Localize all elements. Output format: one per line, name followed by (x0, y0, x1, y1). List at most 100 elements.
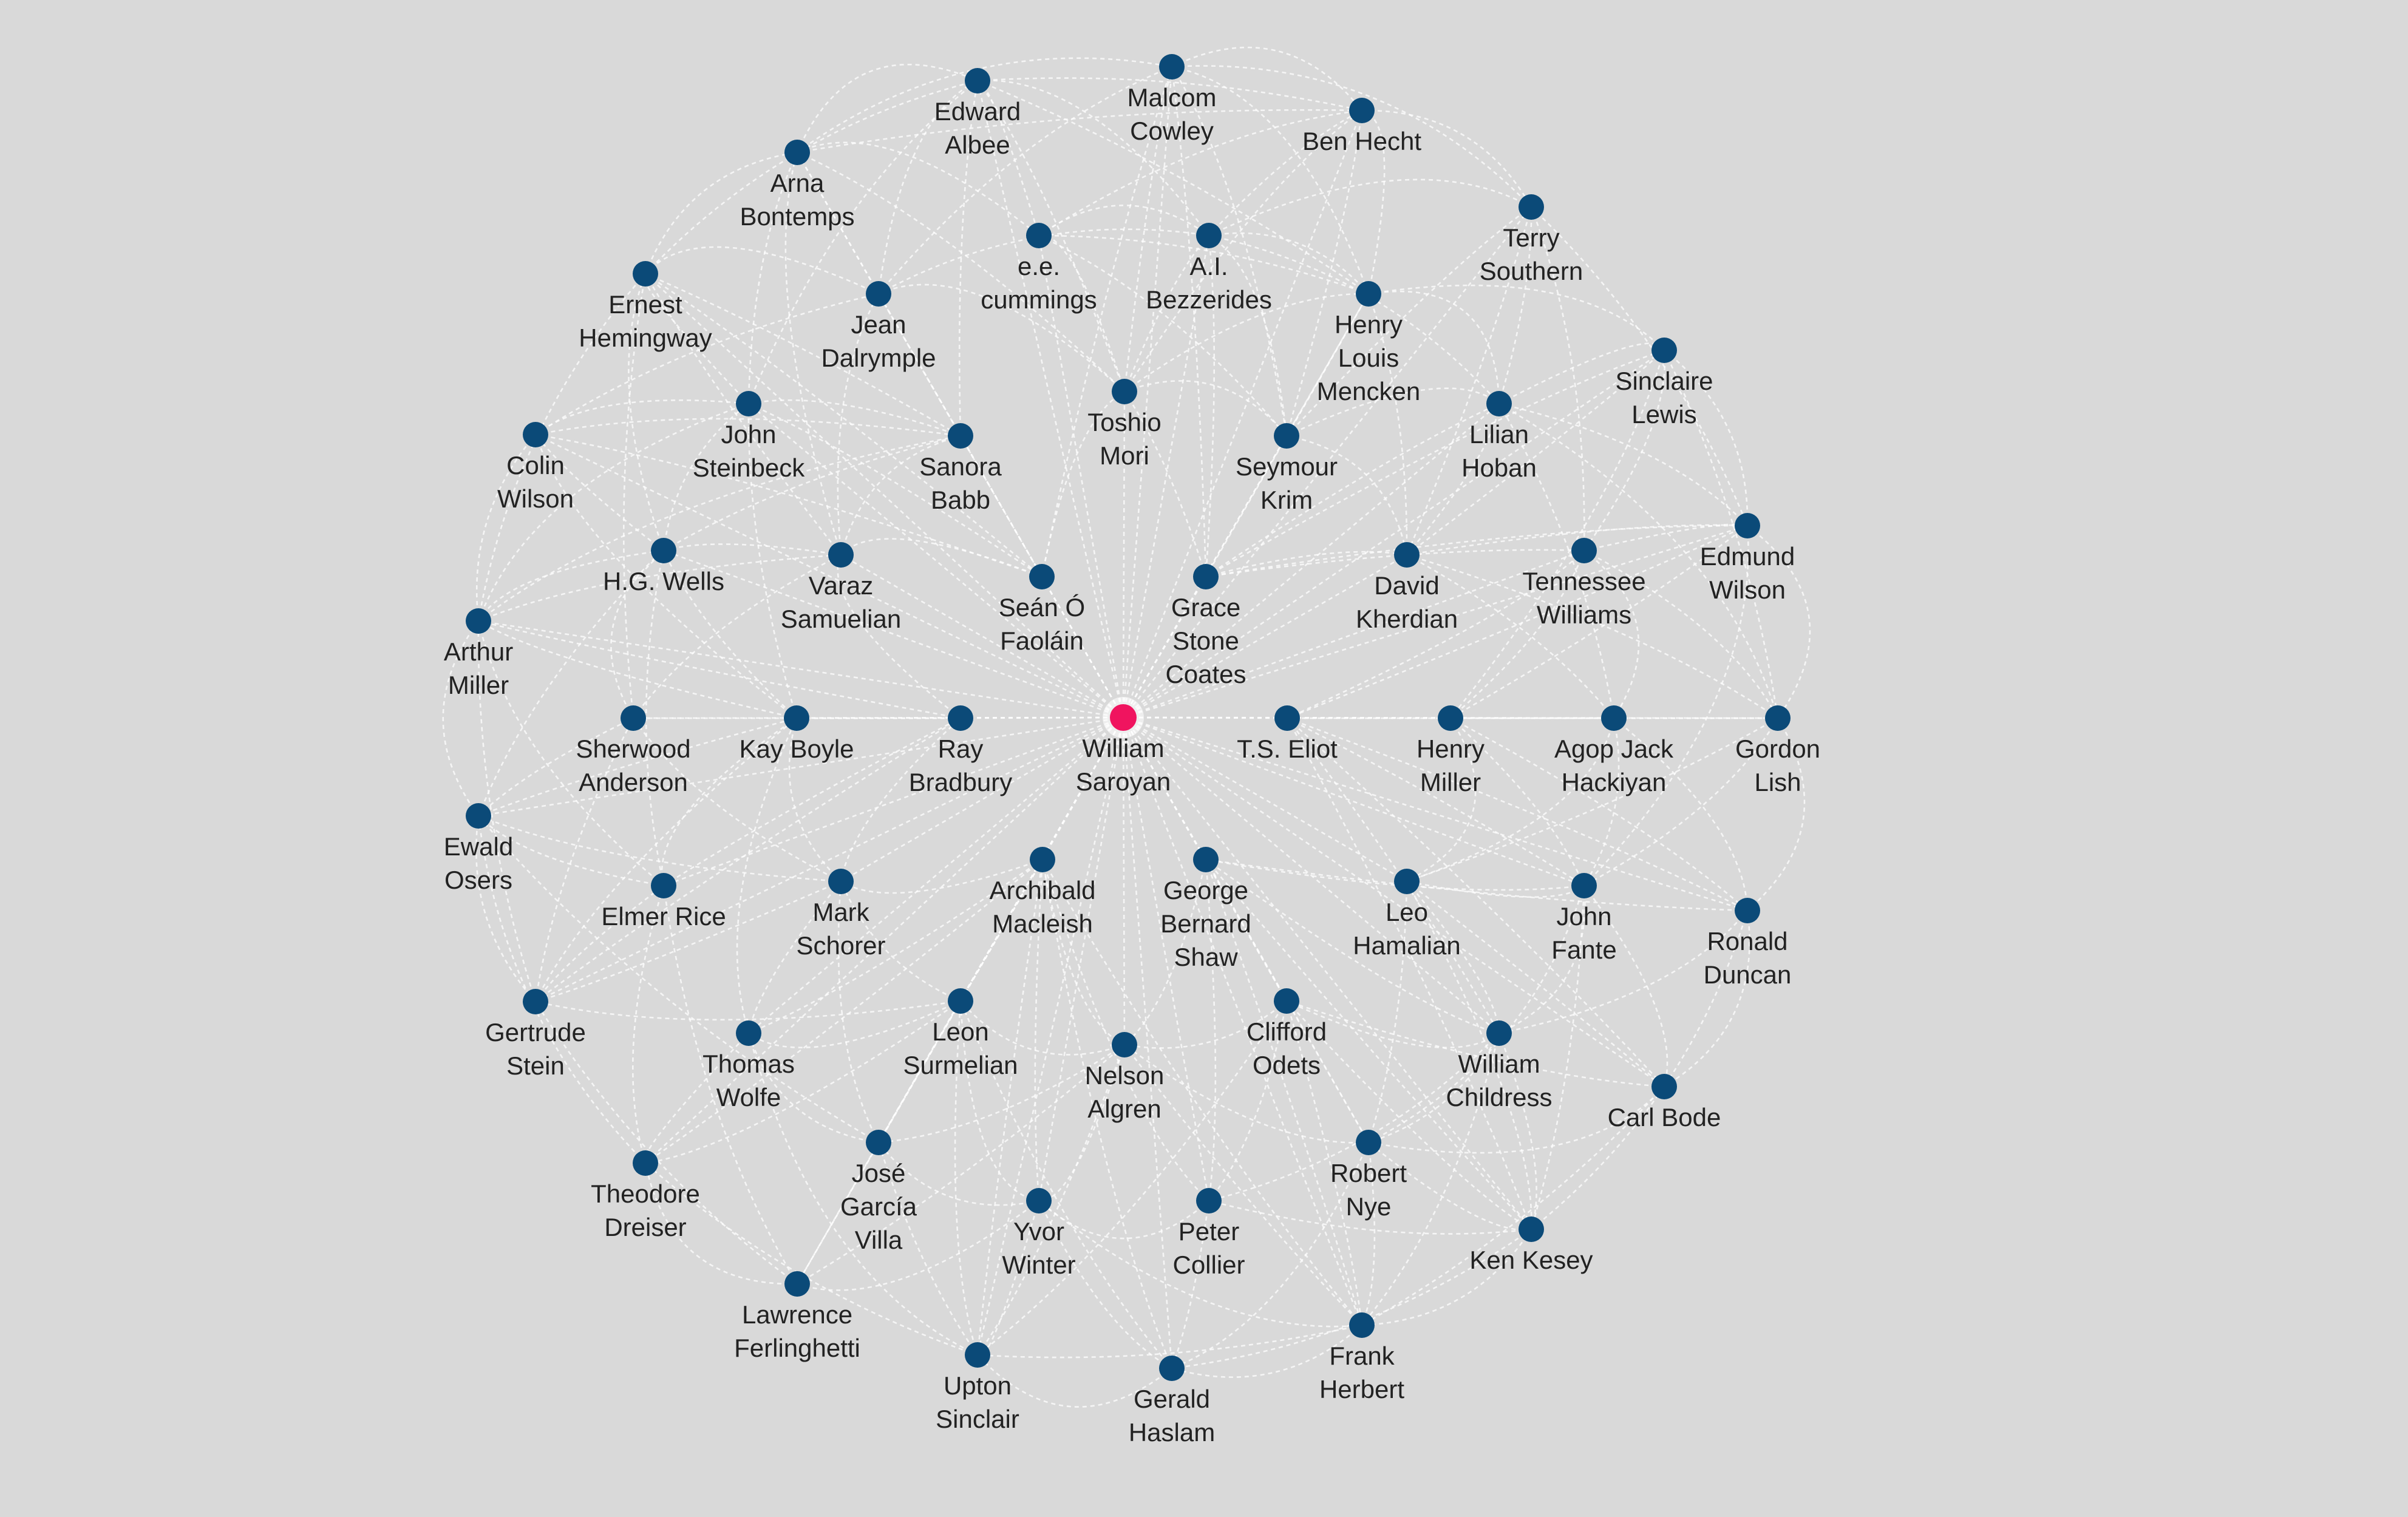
edge-mc-ts (1171, 65, 1532, 208)
label-rn-line-2: Nye (1346, 1192, 1392, 1221)
node-cw[interactable] (523, 422, 548, 447)
node-ls[interactable] (948, 988, 973, 1014)
label-sof-line-2: Faoláin (1000, 626, 1084, 655)
node-ew[interactable] (1735, 513, 1760, 538)
node-jd[interactable] (866, 281, 891, 307)
label-ajh-line-2: Hackiyan (1562, 768, 1667, 796)
node-ab[interactable] (784, 140, 810, 165)
edge-rd-gbs (1205, 858, 1748, 912)
edge-ew-hm (1450, 524, 1748, 719)
node-tm[interactable] (1112, 379, 1137, 404)
edge-rn-na (1124, 1044, 1369, 1144)
edge-hlm-sl (1368, 284, 1665, 351)
node-eh[interactable] (633, 261, 658, 287)
node-sof[interactable] (1029, 564, 1055, 589)
edge-yw-jgv (877, 1142, 1039, 1206)
node-amac[interactable] (1030, 847, 1055, 872)
edge-ws-kk (1122, 717, 1532, 1230)
node-gbs[interactable] (1193, 847, 1219, 872)
node-sb[interactable] (948, 423, 973, 449)
edge-tm-bh (1123, 109, 1362, 392)
edge-pc-gh (1171, 1200, 1210, 1369)
edge-am-eh (477, 273, 646, 622)
node-twolf[interactable] (736, 1020, 761, 1046)
edge-sa-vs (632, 554, 842, 719)
node-yw[interactable] (1026, 1188, 1052, 1213)
center-node[interactable] (1110, 704, 1137, 731)
node-td[interactable] (633, 1150, 658, 1176)
node-vs[interactable] (828, 542, 854, 568)
node-na[interactable] (1112, 1032, 1137, 1057)
edge-ws-ee (1038, 235, 1124, 718)
edge-ew-gl (1747, 524, 1811, 719)
label-tw: Tennessee Williams (1522, 567, 1645, 629)
label-sl-line-1: Sinclaire (1615, 367, 1713, 395)
node-eo[interactable] (466, 803, 491, 829)
node-bh[interactable] (1349, 98, 1375, 123)
label-hgw: H.G. Wells (603, 567, 724, 596)
label-amac-line-2: Macleish (992, 909, 1093, 938)
node-co[interactable] (1274, 988, 1299, 1014)
node-lham[interactable] (1394, 869, 1420, 894)
node-sa[interactable] (621, 705, 646, 731)
node-ea[interactable] (965, 68, 990, 93)
edge-vs-eh (644, 273, 842, 555)
node-hlm[interactable] (1356, 281, 1381, 307)
label-na-line-2: Algren (1087, 1094, 1161, 1123)
node-rb[interactable] (948, 705, 973, 731)
label-ms-line-1: Mark (812, 898, 869, 926)
edge-gs-kb (534, 717, 797, 1002)
label-cw-line-2: Wilson (497, 484, 574, 513)
edge-ws-mc (1122, 66, 1173, 718)
node-rn[interactable] (1356, 1130, 1381, 1155)
node-dk[interactable] (1394, 542, 1420, 568)
edge-hlm-gsc (1205, 293, 1370, 577)
node-tw[interactable] (1571, 538, 1597, 563)
label-gs: Gertrude Stein (485, 1018, 586, 1080)
label-hm-line-1: Henry (1417, 735, 1485, 763)
edge-yw-amac (1034, 859, 1044, 1201)
node-ee[interactable] (1026, 223, 1052, 248)
node-wc[interactable] (1486, 1020, 1512, 1046)
label-ew: Edmund Wilson (1700, 542, 1795, 604)
edge-pc-yw (1038, 1200, 1209, 1240)
node-lh[interactable] (1486, 391, 1512, 416)
node-rd[interactable] (1735, 898, 1760, 923)
node-gl[interactable] (1765, 705, 1791, 731)
node-fh[interactable] (1349, 1312, 1375, 1338)
label-sof: Seán Ó Faoláin (999, 593, 1085, 655)
node-jgv[interactable] (866, 1130, 891, 1155)
node-tse[interactable] (1274, 705, 1300, 731)
node-lf[interactable] (784, 1271, 810, 1297)
node-ajh[interactable] (1601, 705, 1627, 731)
node-ms[interactable] (828, 869, 854, 894)
edge-mc-gsc (1171, 66, 1207, 577)
node-pc[interactable] (1196, 1188, 1222, 1213)
node-mc[interactable] (1159, 54, 1185, 80)
edge-sl-ew (1664, 349, 1749, 526)
edge-gh-us (977, 1354, 1172, 1408)
edge-us-jgv (877, 1142, 979, 1356)
edge-jf-kk (1530, 885, 1585, 1230)
node-cb[interactable] (1651, 1074, 1677, 1099)
node-us[interactable] (965, 1342, 990, 1368)
node-kb[interactable] (784, 705, 809, 731)
node-jf[interactable] (1571, 873, 1597, 898)
node-er[interactable] (651, 873, 676, 898)
node-hgw[interactable] (651, 538, 676, 563)
node-kk[interactable] (1519, 1217, 1544, 1242)
label-cw-line-1: Colin (506, 451, 565, 480)
node-sk[interactable] (1274, 423, 1299, 449)
edge-ws-js (748, 403, 1124, 718)
node-aib[interactable] (1196, 223, 1222, 248)
node-gs[interactable] (523, 989, 548, 1014)
edge-wc-gbs (1205, 858, 1500, 1034)
node-am[interactable] (466, 608, 491, 634)
node-js[interactable] (736, 391, 761, 416)
node-hm[interactable] (1438, 705, 1463, 731)
node-gsc[interactable] (1193, 564, 1219, 589)
node-gh[interactable] (1159, 1356, 1185, 1381)
node-ts[interactable] (1519, 194, 1544, 220)
label-ms: Mark Schorer (796, 898, 885, 960)
node-sl[interactable] (1651, 338, 1677, 363)
